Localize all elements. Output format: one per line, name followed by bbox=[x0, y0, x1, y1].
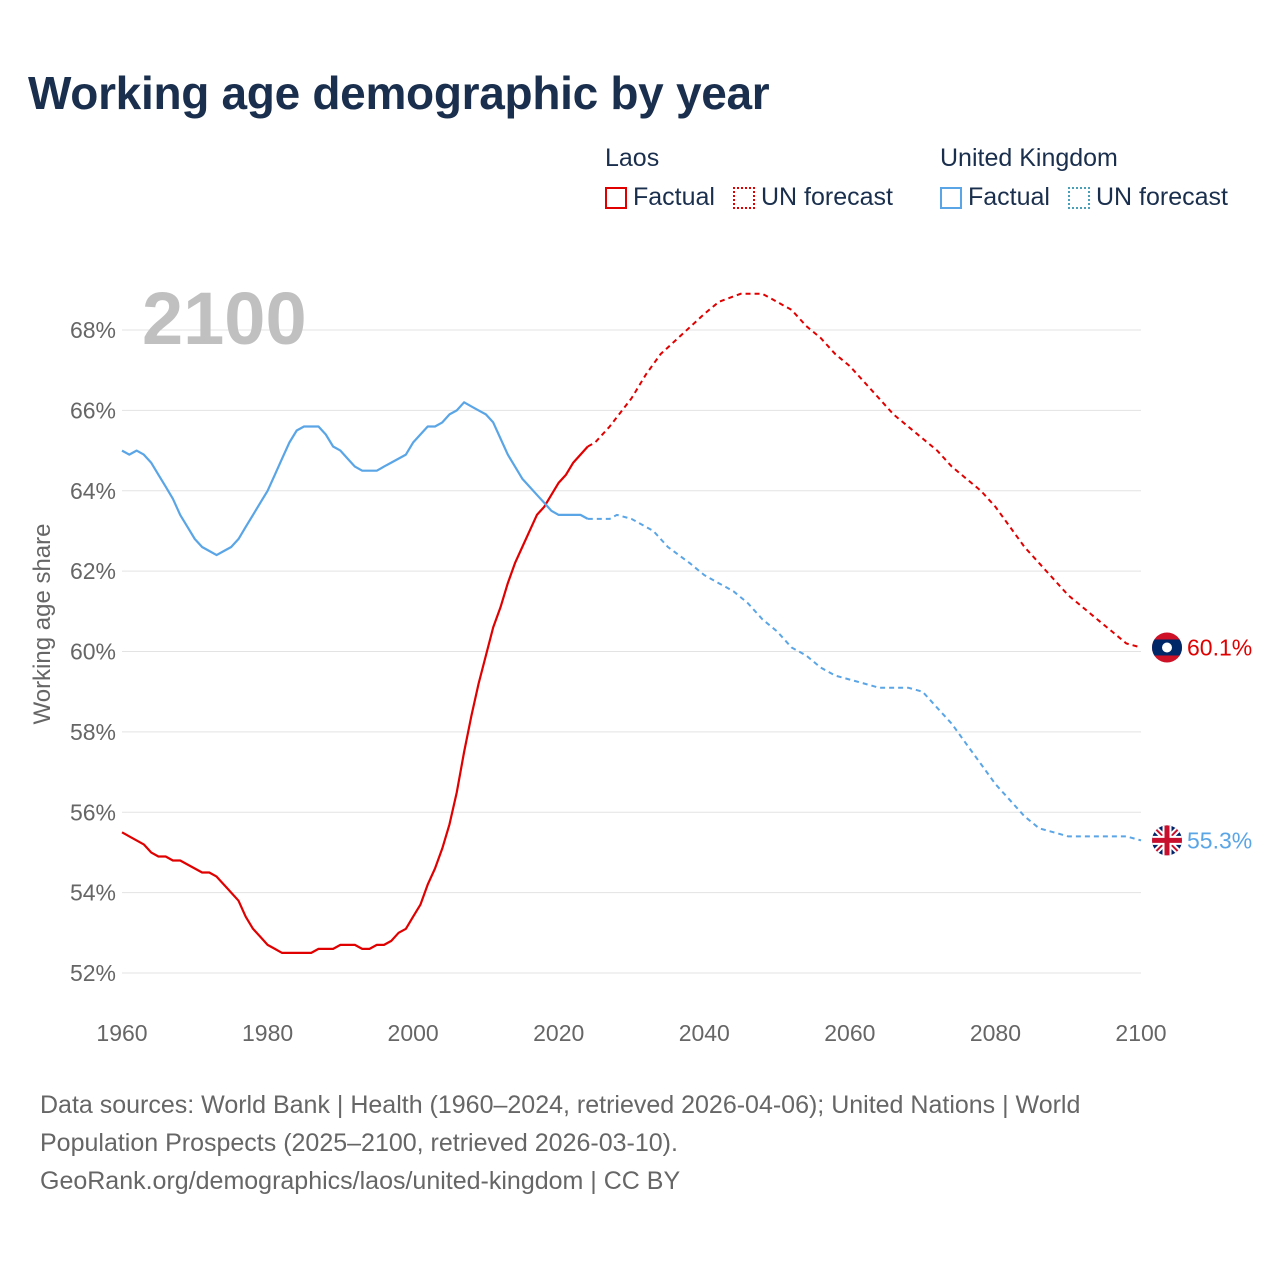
y-tick-label: 58% bbox=[70, 719, 116, 745]
y-tick-label: 62% bbox=[70, 558, 116, 584]
end-value-label-laos: 60.1% bbox=[1187, 634, 1252, 660]
legend-group-title: Laos bbox=[605, 144, 660, 172]
legend-item-laos-factual[interactable]: Factual bbox=[605, 183, 715, 212]
legend-item-laos-forecast[interactable]: UN forecast bbox=[732, 183, 893, 212]
series-line-laos-factual bbox=[121, 445, 589, 955]
source-line-1: Data sources: World Bank | Health (1960–… bbox=[40, 1091, 1081, 1119]
united-kingdom-flag-icon bbox=[1152, 825, 1182, 856]
y-tick-label: 66% bbox=[70, 397, 116, 423]
legend-swatch-uk-factual bbox=[940, 186, 962, 209]
source-line-2: Population Prospects (2025–2100, retriev… bbox=[40, 1129, 678, 1157]
laos-flag-icon bbox=[1152, 632, 1182, 663]
y-tick-label: 60% bbox=[70, 639, 116, 665]
legend-label: UN forecast bbox=[1095, 183, 1228, 211]
legend-swatch-uk-forecast bbox=[1067, 186, 1090, 209]
x-axis-ticks: 1960 1980 2000 2020 2040 2060 2080 2100 bbox=[96, 1020, 1166, 1046]
line-chart: 2100 52% 54% 56% 58% 60% 62% 64% 66% 68% 1960 198… bbox=[29, 277, 1252, 1046]
legend-item-uk-factual[interactable]: Factual bbox=[940, 183, 1050, 212]
x-tick-label: 2060 bbox=[824, 1020, 875, 1046]
end-value-label-uk: 55.3% bbox=[1187, 827, 1252, 853]
x-tick-label: 2080 bbox=[970, 1020, 1021, 1046]
x-tick-label: 2020 bbox=[533, 1020, 584, 1046]
x-tick-label: 2100 bbox=[1115, 1020, 1166, 1046]
legend-label: UN forecast bbox=[760, 183, 893, 211]
y-tick-label: 56% bbox=[70, 799, 116, 825]
legend-item-uk-forecast[interactable]: UN forecast bbox=[1067, 183, 1228, 212]
y-tick-label: 68% bbox=[70, 317, 116, 343]
legend-label: Factual bbox=[633, 183, 715, 211]
x-tick-label: 2040 bbox=[679, 1020, 730, 1046]
series-line-uk-forecast bbox=[587, 513, 1142, 842]
grid-layer bbox=[122, 329, 1141, 974]
legend-group-united-kingdom: United Kingdom Factual UN forecast bbox=[940, 144, 1228, 212]
legend-swatch-laos-forecast bbox=[732, 186, 755, 209]
series-layer bbox=[121, 292, 1142, 955]
legend-swatch-laos-factual bbox=[605, 186, 627, 209]
y-tick-label: 54% bbox=[70, 880, 116, 906]
x-tick-label: 1980 bbox=[242, 1020, 293, 1046]
series-line-laos-forecast bbox=[587, 292, 1142, 649]
legend-group-title: United Kingdom bbox=[940, 144, 1118, 172]
x-tick-label: 1960 bbox=[96, 1020, 147, 1046]
source-line-3[interactable]: GeoRank.org/demographics/laos/united-kin… bbox=[40, 1167, 681, 1195]
year-watermark: 2100 bbox=[142, 277, 307, 360]
y-tick-label: 64% bbox=[70, 478, 116, 504]
legend-group-laos: Laos Factual UN forecast bbox=[605, 144, 893, 212]
x-tick-label: 2000 bbox=[388, 1020, 439, 1046]
legend-label: Factual bbox=[968, 183, 1050, 211]
data-source-footer: Data sources: World Bank | Health (1960–… bbox=[40, 1086, 1160, 1200]
y-axis-title: Working age share bbox=[29, 524, 56, 725]
y-axis-ticks: 52% 54% 56% 58% 60% 62% 64% 66% 68% bbox=[70, 317, 116, 986]
series-line-uk-factual bbox=[121, 401, 589, 557]
y-tick-label: 52% bbox=[70, 960, 116, 986]
chart-title: Working age demographic by year bbox=[28, 67, 770, 119]
